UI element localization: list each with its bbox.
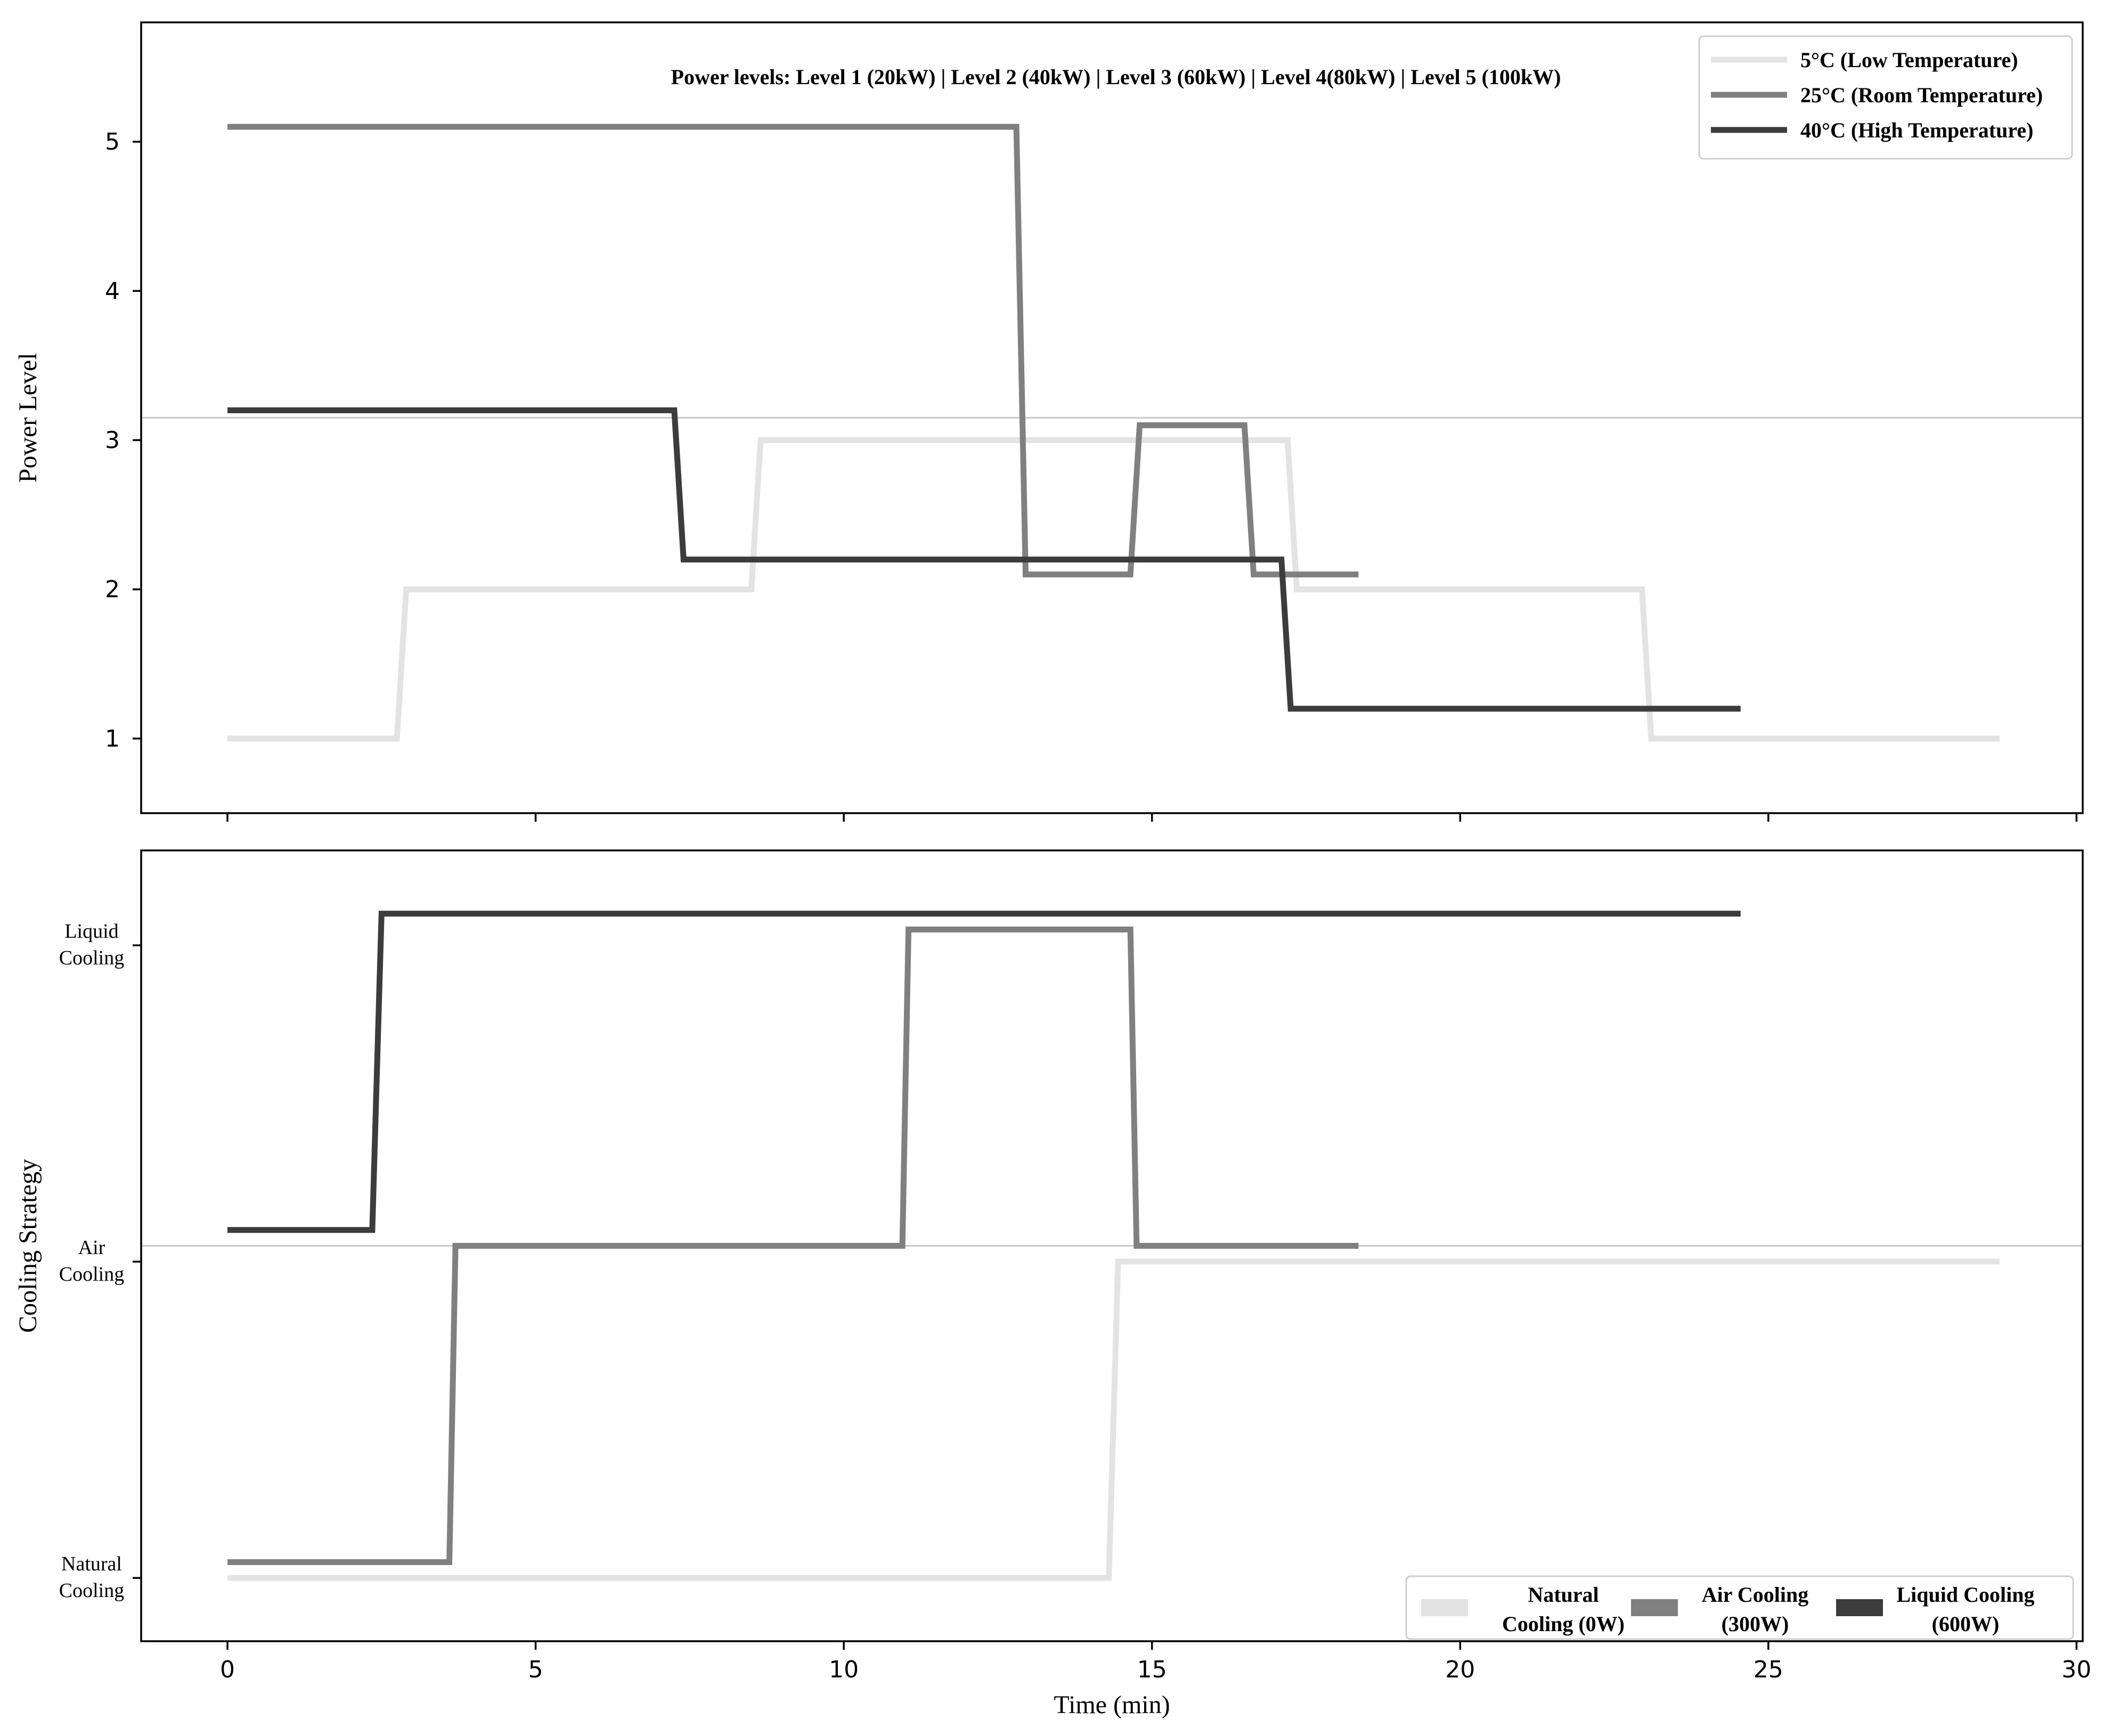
cooling-plot-frame (140, 849, 2084, 1642)
x-tick-label-20: 20 (1445, 1656, 1475, 1683)
x-tick-label-0: 0 (220, 1656, 235, 1683)
power-x-ticks (226, 813, 2078, 822)
cooling-x-ticks: 0 5 10 15 20 25 30 (220, 1641, 2091, 1683)
cooling-series-line-1 (227, 1258, 2000, 1581)
cooling-y-ticks: Natural Cooling Air Cooling Liquid Cooling (59, 920, 141, 1602)
cooling-y-tick-label-0: Natural Cooling (59, 1553, 124, 1602)
power-series-group (227, 124, 2000, 742)
x-tick-label-15: 15 (1137, 1656, 1167, 1683)
temperature-legend-label-2: 25°C (Room Temperature) (1800, 83, 2043, 107)
power-y-tick-label-2: 2 (105, 576, 120, 603)
cooling-legend-swatch-1 (1421, 1599, 1468, 1616)
power-y-axis-label: Power Level (14, 353, 42, 483)
cooling-legend-label-1: Natural Cooling (0W) (1502, 1583, 1625, 1636)
power-y-tick-label-3: 3 (105, 427, 120, 454)
cooling-series-group (227, 911, 2000, 1581)
temperature-legend-label-1: 5°C (Low Temperature) (1800, 48, 2018, 72)
power-y-tick-label-5: 5 (105, 128, 120, 155)
x-tick-label-30: 30 (2061, 1656, 2091, 1683)
cooling-y-tick-label-1: Air Cooling (59, 1237, 124, 1285)
cooling-y-axis-label: Cooling Strategy (14, 1159, 42, 1333)
x-tick-label-10: 10 (829, 1656, 859, 1683)
cooling-y-tick-label-2: Liquid Cooling (59, 920, 124, 969)
power-plot-frame (140, 21, 2084, 814)
x-tick-label-5: 5 (528, 1656, 543, 1683)
power-series-line-1 (227, 437, 2000, 742)
cooling-strategy-panel: 0 5 10 15 20 25 30 Natural Cooling Air Cooling Liq… (14, 849, 2091, 1719)
cooling-legend-swatch-3 (1836, 1599, 1883, 1616)
x-axis-label: Time (min) (1054, 1691, 1170, 1719)
temperature-legend: 5°C (Low Temperature) 25°C (Room Temperat… (1698, 35, 2073, 160)
temperature-legend-label-3: 40°C (High Temperature) (1800, 118, 2033, 142)
cooling-legend-swatch-2 (1631, 1599, 1678, 1616)
power-series-line-3 (227, 407, 1741, 712)
power-levels-annotation: Power levels: Level 1 (20kW) | Level 2 (… (671, 65, 1561, 89)
cooling-legend-label-2: Air Cooling (300W) (1702, 1583, 1808, 1636)
power-y-ticks: 1 2 3 4 5 (105, 128, 141, 752)
temperature-legend-box (1698, 35, 2073, 160)
cooling-series-line-3 (227, 911, 1741, 1233)
power-level-panel: 1 2 3 4 5 Power Level Power levels: Level 1 … (14, 21, 2084, 822)
power-y-tick-label-1: 1 (105, 725, 120, 752)
power-y-tick-label-4: 4 (105, 277, 120, 305)
cooling-legend: Natural Cooling (0W) Air Cooling (300W) Liqu… (1405, 1575, 2074, 1640)
cooling-legend-label-3: Liquid Cooling (600W) (1896, 1583, 2034, 1636)
cooling-series-line-2 (227, 927, 1359, 1565)
x-tick-label-25: 25 (1754, 1656, 1783, 1683)
cooling-legend-box (1405, 1575, 2074, 1640)
power-series-line-2 (227, 124, 1359, 578)
